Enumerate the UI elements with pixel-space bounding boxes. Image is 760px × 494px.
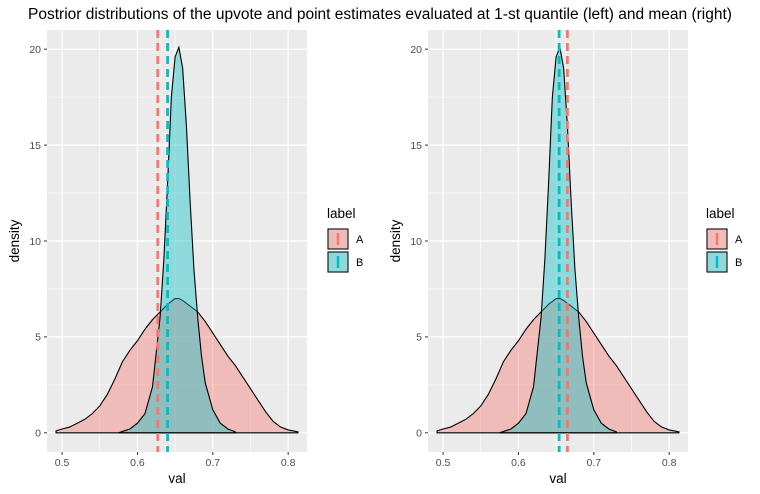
density-area-a xyxy=(55,298,299,434)
gridlines xyxy=(428,30,688,452)
legend-title: label xyxy=(706,206,735,221)
legend-key-b xyxy=(706,251,728,273)
density-area-b xyxy=(118,45,236,434)
x-tick-label: 0.7 xyxy=(586,457,601,469)
y-axis-title: density xyxy=(388,219,403,262)
x-tick-label: 0.6 xyxy=(511,457,526,469)
x-tick-label: 0.5 xyxy=(55,457,70,469)
legend: label AB xyxy=(706,206,743,273)
x-tick-label: 0.6 xyxy=(130,457,145,469)
y-tick-label: 20 xyxy=(29,44,41,56)
legend-key-b xyxy=(327,251,349,273)
legend-label: A xyxy=(735,234,743,246)
legend-label: B xyxy=(735,257,742,269)
legend-key-a xyxy=(706,228,728,250)
legend-title: label xyxy=(327,206,356,221)
y-tick-label: 5 xyxy=(416,332,422,344)
x-axis-title: val xyxy=(168,471,185,486)
axes: 0 5 10 15 20 0.5 0.6 0.7 0.8 xyxy=(29,44,295,469)
density-area-a xyxy=(436,298,680,434)
x-tick-label: 0.8 xyxy=(281,457,296,469)
y-tick-label: 15 xyxy=(410,140,422,152)
legend: label AB xyxy=(327,206,364,273)
y-tick-label: 20 xyxy=(410,44,422,56)
x-tick-label: 0.5 xyxy=(436,457,451,469)
y-tick-label: 0 xyxy=(416,428,422,440)
panel-right: 0 5 10 15 20 0.5 0.6 0.7 0.8 val density label AB xyxy=(388,30,743,486)
legend-label: B xyxy=(356,257,363,269)
axes: 0 5 10 15 20 0.5 0.6 0.7 0.8 xyxy=(410,44,676,469)
x-axis-title: val xyxy=(549,471,566,486)
x-tick-label: 0.7 xyxy=(205,457,220,469)
legend-label: A xyxy=(356,234,364,246)
figure-title: Postrior distributions of the upvote and… xyxy=(28,6,732,23)
y-tick-label: 10 xyxy=(29,236,41,248)
x-tick-label: 0.8 xyxy=(662,457,677,469)
y-tick-label: 10 xyxy=(410,236,422,248)
y-axis-title: density xyxy=(7,219,22,262)
legend-key-a xyxy=(327,228,349,250)
y-tick-label: 15 xyxy=(29,140,41,152)
y-tick-label: 5 xyxy=(35,332,41,344)
panel-left: 0 5 10 15 20 0.5 0.6 0.7 0.8 val density label AB xyxy=(7,30,364,486)
y-tick-label: 0 xyxy=(35,428,41,440)
